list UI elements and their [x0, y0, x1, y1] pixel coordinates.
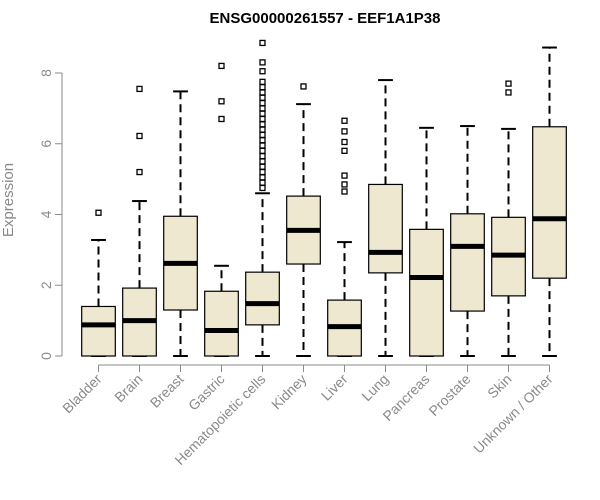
- outlier-point-4: [259, 163, 266, 170]
- x-tick-label-7: Lung: [358, 371, 391, 404]
- x-tick-label-9: Prostate: [425, 371, 473, 419]
- outlier-point-22: [259, 59, 266, 66]
- y-tick-label-2: 4: [38, 210, 54, 218]
- boxes: [81, 39, 567, 357]
- outlier-point-1: [259, 179, 266, 186]
- box-4: [245, 39, 280, 357]
- outlier-point-5: [259, 158, 266, 165]
- outlier-point-0: [300, 83, 307, 90]
- outlier-point-0: [218, 115, 225, 123]
- box-11: [532, 46, 567, 357]
- box-rect: [245, 271, 280, 326]
- x-tick-label-5: Kidney: [268, 371, 310, 413]
- chart-title: ENSG00000261557 - EEF1A1P38: [210, 10, 441, 27]
- box-3: [204, 62, 239, 357]
- box-rect: [204, 290, 239, 357]
- box-8: [409, 126, 444, 357]
- outlier-point-3: [259, 168, 266, 176]
- outlier-point-3: [341, 147, 348, 154]
- box-rect: [409, 228, 444, 357]
- outlier-point-0: [259, 184, 266, 192]
- box-0: [81, 209, 116, 357]
- box-rect: [81, 305, 116, 357]
- outlier-point-6: [341, 117, 348, 124]
- box-rect: [450, 213, 485, 312]
- outlier-point-4: [341, 138, 348, 146]
- outlier-point-7: [259, 147, 266, 154]
- outlier-point-8: [259, 142, 266, 149]
- outlier-point-20: [259, 78, 266, 85]
- box-5: [286, 83, 321, 357]
- box-10: [491, 80, 526, 357]
- outlier-point-1: [218, 98, 225, 105]
- outlier-point-16: [259, 99, 266, 107]
- outlier-point-0: [505, 89, 512, 96]
- y-tick-label-0: 0: [38, 352, 54, 360]
- outlier-point-23: [259, 39, 266, 47]
- outlier-point-12: [259, 121, 266, 128]
- outlier-point-15: [259, 105, 266, 112]
- outlier-point-21: [259, 68, 266, 75]
- outlier-point-13: [259, 115, 266, 123]
- x-tick-label-0: Bladder: [59, 371, 105, 417]
- box-9: [450, 125, 485, 357]
- outlier-point-0: [341, 188, 348, 195]
- outlier-point-19: [259, 84, 266, 91]
- outlier-point-1: [341, 181, 348, 188]
- box-1: [122, 85, 157, 357]
- outlier-point-0: [95, 209, 102, 216]
- x-tick-label-2: Breast: [147, 371, 187, 411]
- outlier-point-1: [505, 80, 512, 87]
- y-axis: 0 2 4 6 8: [38, 69, 63, 360]
- outlier-point-9: [259, 137, 266, 144]
- x-tick-label-6: Liver: [318, 371, 351, 404]
- box-rect: [532, 126, 567, 279]
- box-6: [327, 117, 362, 357]
- outlier-point-17: [259, 94, 266, 101]
- y-tick-label-3: 6: [38, 140, 54, 148]
- outlier-point-10: [259, 131, 266, 139]
- box-2: [163, 90, 198, 357]
- box-7: [368, 79, 403, 357]
- outlier-point-2: [136, 85, 143, 93]
- outlier-point-2: [218, 62, 225, 70]
- outlier-point-6: [259, 152, 266, 160]
- outlier-point-5: [341, 128, 348, 135]
- outlier-point-0: [136, 168, 143, 176]
- outlier-point-11: [259, 126, 266, 133]
- outlier-point-18: [259, 89, 266, 96]
- y-tick-label-1: 2: [38, 281, 54, 289]
- x-tick-label-1: Brain: [111, 371, 145, 405]
- y-axis-label: Expression: [0, 163, 17, 237]
- y-tick-label-4: 8: [38, 69, 54, 77]
- box-rect: [368, 183, 403, 274]
- outlier-point-2: [341, 172, 348, 179]
- outlier-point-2: [259, 174, 266, 181]
- outlier-point-14: [259, 110, 266, 117]
- x-tick-label-10: Skin: [484, 371, 515, 402]
- outlier-point-1: [136, 132, 143, 140]
